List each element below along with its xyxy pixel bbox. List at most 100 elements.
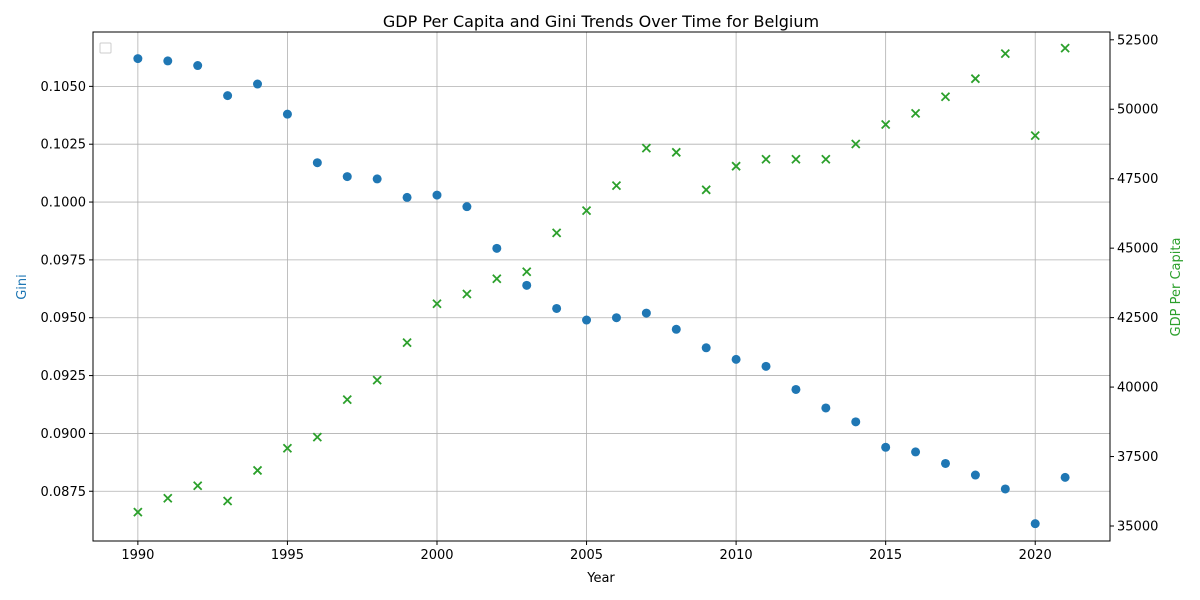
gini-point [701, 343, 711, 353]
gini-point [641, 308, 651, 318]
gdp-point [312, 432, 322, 442]
x-tick-label: 2015 [869, 548, 902, 563]
left-tick-label: 0.0975 [41, 253, 87, 268]
gini-point [582, 315, 592, 325]
gdp-point [671, 147, 681, 157]
right-axis-title: GDP Per Capita [1169, 238, 1184, 337]
gini-point [731, 354, 741, 364]
gini-point [611, 313, 621, 323]
gdp-point [402, 337, 412, 348]
gdp-point [222, 496, 233, 506]
gini-point [253, 79, 263, 89]
gini-point [671, 324, 681, 334]
gini-point [911, 447, 921, 457]
left-tick-label: 0.1025 [41, 138, 87, 153]
gdp-point [910, 108, 921, 119]
chart-title: GDP Per Capita and Gini Trends Over Time… [383, 12, 819, 31]
gdp-point [462, 289, 472, 299]
gdp-point [611, 181, 622, 191]
right-tick-label: 37500 [1117, 450, 1158, 465]
gdp-point [940, 92, 951, 102]
gdp-point [492, 274, 502, 284]
gini-series [133, 54, 1070, 529]
gini-point [1060, 472, 1070, 482]
gdp-point [731, 161, 741, 171]
gdp-series [133, 43, 1070, 517]
x-axis-ticks: 1990 1995 2000 2005 2010 2015 2020 [121, 541, 1052, 563]
gini-point [133, 54, 143, 64]
left-axis-title: Gini [15, 274, 30, 300]
right-axis-ticks: 35000 37500 40000 42500 45000 47500 50000 52500 [1110, 33, 1158, 534]
gini-point [163, 56, 173, 66]
gini-point [552, 303, 562, 313]
gini-point [1030, 519, 1040, 529]
gdp-point [342, 394, 352, 405]
gdp-point [522, 267, 532, 277]
gini-point [402, 192, 412, 202]
gini-point [282, 109, 292, 119]
gdp-point [193, 481, 203, 491]
x-tick-label: 2010 [720, 548, 753, 563]
right-tick-label: 47500 [1117, 172, 1158, 187]
gini-point [761, 361, 771, 371]
gini-point [223, 91, 233, 101]
gini-point [1000, 484, 1010, 494]
gdp-point [791, 154, 801, 164]
left-tick-label: 0.1050 [41, 80, 87, 95]
right-tick-label: 52500 [1117, 33, 1158, 48]
gdp-point [1030, 130, 1040, 141]
left-tick-label: 0.0950 [41, 311, 87, 326]
left-tick-label: 0.0925 [41, 369, 87, 384]
legend-box [99, 42, 112, 54]
plot-frame [92, 31, 1111, 542]
x-tick-label: 2020 [1019, 548, 1052, 563]
gdp-point [432, 299, 442, 309]
gini-point [970, 470, 980, 480]
gdp-point [761, 154, 771, 164]
x-tick-label: 1995 [271, 548, 304, 563]
gdp-point [821, 154, 831, 164]
gdp-point [581, 206, 592, 216]
gini-point [492, 243, 502, 253]
left-tick-label: 0.0900 [41, 427, 87, 442]
gdp-point [1060, 43, 1070, 53]
right-tick-label: 45000 [1117, 242, 1158, 257]
x-axis-title: Year [586, 571, 615, 586]
gini-point [940, 458, 950, 468]
left-axis-ticks: 0.0875 0.0900 0.0925 0.0950 0.0975 0.1000 0.10… [41, 80, 93, 500]
gini-point [432, 190, 442, 200]
gdp-point [133, 507, 143, 517]
gini-point [193, 61, 203, 71]
gdp-point [970, 74, 981, 84]
gini-point [462, 202, 472, 212]
gini-point [342, 172, 352, 182]
gini-point [791, 384, 801, 394]
grid [93, 32, 1110, 541]
gini-point [851, 417, 861, 427]
left-tick-label: 0.0875 [41, 485, 87, 500]
gini-point [372, 174, 382, 184]
gdp-point [881, 119, 891, 130]
gdp-point [851, 139, 861, 149]
gini-point [881, 442, 891, 452]
gdp-point [252, 465, 263, 476]
right-tick-label: 50000 [1117, 103, 1158, 118]
gdp-point [641, 143, 652, 153]
right-tick-label: 42500 [1117, 311, 1158, 326]
gdp-point [551, 228, 562, 238]
right-tick-label: 40000 [1117, 381, 1158, 396]
x-tick-label: 1990 [121, 548, 154, 563]
gdp-point [701, 185, 711, 195]
x-tick-label: 2005 [570, 548, 603, 563]
gdp-point [1000, 49, 1010, 59]
gini-point [312, 158, 322, 168]
gini-point [522, 280, 532, 290]
gdp-point [282, 443, 293, 453]
gini-point [821, 403, 831, 413]
gdp-point [372, 375, 382, 385]
right-tick-label: 35000 [1117, 519, 1158, 534]
x-tick-label: 2000 [420, 548, 453, 563]
left-tick-label: 0.1000 [41, 196, 87, 211]
